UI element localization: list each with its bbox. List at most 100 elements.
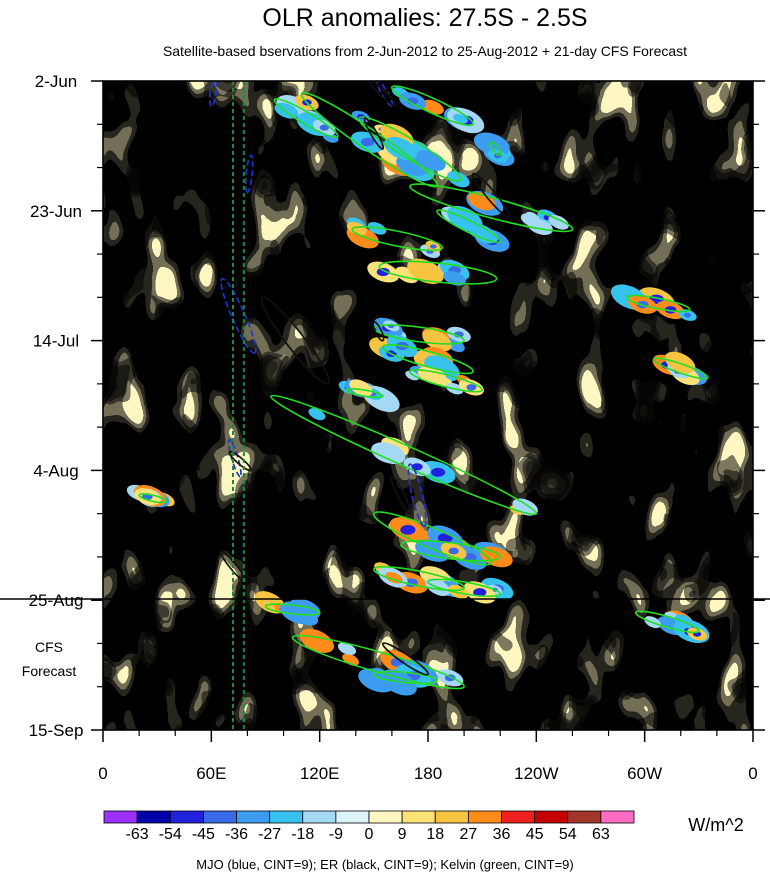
colorbar: -63 -54 -45 -36 -27 -18 -9 0 9 18 27 36 45 54 63: [103, 810, 635, 843]
anomaly-core: [430, 244, 437, 249]
mjo-contour: [220, 277, 257, 354]
anomaly-blob: [447, 171, 470, 188]
colorbar-swatch: [202, 810, 237, 824]
anomaly-blob: [415, 150, 446, 171]
anomaly-core: [319, 124, 330, 131]
colorbar-label: 54: [559, 826, 577, 843]
chart-title: OLR anomalies: 27.5S - 2.5S: [262, 4, 587, 32]
kelvin-contour: [489, 141, 502, 157]
anomaly-core: [431, 467, 446, 477]
anomaly-blob: [422, 329, 452, 352]
kelvin-contour: [372, 511, 493, 566]
er-contour: [219, 549, 247, 583]
anomaly-blob: [443, 270, 466, 286]
anomaly-blob: [384, 136, 418, 161]
er-contour: [369, 81, 397, 107]
y-tick-label: 4-Aug: [33, 461, 78, 480]
colorbar-swatch: [236, 810, 271, 824]
colorbar-label: -27: [258, 826, 281, 843]
colorbar-label: -45: [192, 826, 215, 843]
anomaly-core: [376, 267, 390, 277]
x-tick-label: 120W: [514, 764, 558, 783]
forecast-label-cfs: CFS: [35, 639, 63, 655]
colorbar-swatch: [501, 810, 536, 824]
er-contour: [363, 117, 385, 150]
anomaly-blob: [349, 379, 373, 397]
kelvin-contour: [409, 369, 483, 393]
kelvin-contour: [436, 209, 502, 244]
anomaly-blob: [337, 642, 357, 656]
anomaly-blob: [473, 132, 510, 156]
x-tick-label: 120E: [300, 764, 340, 783]
heatmap-field: [103, 81, 753, 730]
anomaly-blob: [548, 214, 569, 230]
kelvin-contour: [138, 493, 168, 504]
colorbar-label: 63: [592, 826, 610, 843]
colorbar-swatch: [368, 810, 403, 824]
kelvin-contour: [273, 98, 339, 139]
colorbar-swatch: [434, 810, 469, 824]
er-contour: [471, 172, 511, 219]
kelvin-contour: [373, 566, 465, 592]
anomaly-core: [466, 384, 477, 391]
mjo-contour: [227, 438, 242, 478]
anomaly-blob: [520, 213, 540, 227]
colorbar-swatch: [269, 810, 304, 824]
colorbar-label: -36: [225, 826, 248, 843]
y-tick-label: 25-Aug: [29, 591, 84, 610]
kelvin-contour: [351, 226, 444, 252]
colorbar-label: 45: [526, 826, 544, 843]
er-contour: [228, 450, 253, 472]
colorbar-label: 18: [426, 826, 444, 843]
anomaly-blob: [480, 546, 513, 568]
colorbar-swatch: [567, 810, 602, 824]
x-tick-label: 0: [98, 764, 107, 783]
kelvin-contour: [264, 603, 321, 616]
anomaly-core: [360, 137, 375, 147]
colorbar-swatch: [534, 810, 569, 824]
colorbar-swatch: [169, 810, 204, 824]
anomaly-blob: [371, 442, 406, 464]
y-tick-label: 2-Jun: [35, 72, 78, 91]
kelvin-contour: [652, 357, 709, 380]
anomaly-blob: [299, 628, 334, 653]
colorbar-swatch: [136, 810, 171, 824]
kelvin-contour: [400, 539, 502, 562]
colorbar-label: -9: [329, 826, 343, 843]
kelvin-contour: [358, 116, 462, 182]
er-contour: [381, 642, 429, 676]
colorbar-swatch: [103, 810, 138, 824]
kelvin-contour: [291, 634, 465, 690]
colorbar-unit: W/m^2: [688, 815, 743, 835]
anomaly-core: [390, 657, 406, 667]
y-tick-label: 15-Sep: [29, 721, 84, 740]
anomaly-blob: [407, 258, 444, 284]
kelvin-contour: [382, 344, 474, 375]
kelvin-contour: [427, 578, 502, 598]
x-tick-label: 180: [414, 764, 442, 783]
mjo-contour: [407, 463, 427, 527]
colorbar-swatch: [467, 810, 502, 824]
kelvin-contour: [378, 260, 498, 285]
anomaly-blob: [308, 408, 326, 421]
colorbar-swatch: [302, 810, 337, 824]
kelvin-contour: [625, 294, 691, 313]
colorbar-label: -63: [126, 826, 149, 843]
colorbar-label: 9: [398, 826, 407, 843]
anomaly-core: [411, 463, 423, 471]
kelvin-contour: [270, 394, 538, 516]
x-tick-label: 60E: [196, 764, 226, 783]
footnote: MJO (blue, CINT=9); ER (black, CINT=9); …: [196, 857, 573, 872]
colorbar-swatch: [401, 810, 436, 824]
er-contour: [390, 475, 412, 515]
kelvin-contour: [373, 670, 438, 685]
colorbar-label: 27: [459, 826, 477, 843]
mjo-contour: [244, 154, 254, 194]
colorbar-label: 0: [365, 826, 374, 843]
colorbar-swatch: [600, 810, 635, 824]
er-contour: [260, 296, 331, 386]
anomaly-blob: [472, 226, 499, 244]
anomaly-core: [448, 547, 459, 555]
colorbar-swatch: [335, 810, 370, 824]
